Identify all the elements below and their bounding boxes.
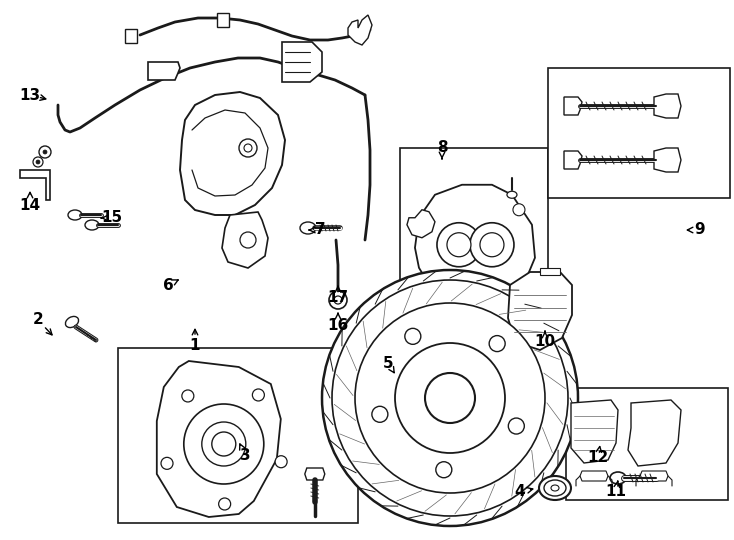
Text: 9: 9 [694, 222, 705, 238]
Text: 16: 16 [327, 318, 349, 333]
Circle shape [244, 144, 252, 152]
Text: 2: 2 [32, 313, 43, 327]
Bar [548, 68, 730, 198]
Circle shape [395, 343, 505, 453]
Polygon shape [157, 361, 281, 517]
Circle shape [480, 233, 504, 256]
Text: 3: 3 [240, 448, 250, 462]
Text: 13: 13 [19, 87, 40, 103]
Text: 8: 8 [437, 140, 447, 156]
Polygon shape [640, 471, 668, 481]
Circle shape [202, 422, 246, 466]
Circle shape [239, 139, 257, 157]
Polygon shape [282, 42, 322, 82]
Circle shape [372, 406, 388, 422]
Ellipse shape [65, 316, 79, 328]
Circle shape [43, 150, 47, 154]
Ellipse shape [507, 191, 517, 198]
Circle shape [513, 204, 525, 216]
Polygon shape [20, 170, 50, 200]
Text: 17: 17 [327, 291, 349, 306]
Polygon shape [654, 148, 681, 172]
Polygon shape [564, 97, 582, 115]
Bar [566, 388, 728, 500]
Ellipse shape [68, 210, 82, 220]
Polygon shape [571, 400, 618, 463]
Circle shape [36, 160, 40, 164]
Circle shape [509, 418, 524, 434]
Circle shape [240, 232, 256, 248]
Polygon shape [222, 212, 268, 268]
Circle shape [405, 328, 421, 345]
Bar [125, 29, 137, 43]
Text: 12: 12 [587, 450, 608, 465]
Polygon shape [540, 268, 560, 275]
Polygon shape [407, 210, 435, 238]
Text: 1: 1 [190, 338, 200, 353]
Ellipse shape [300, 222, 316, 234]
Text: 5: 5 [382, 355, 393, 370]
Circle shape [425, 373, 475, 423]
Circle shape [332, 280, 568, 516]
Circle shape [184, 404, 264, 484]
Polygon shape [564, 151, 582, 169]
Ellipse shape [551, 485, 559, 491]
Circle shape [470, 223, 514, 267]
Circle shape [437, 223, 481, 267]
Text: 7: 7 [315, 222, 325, 238]
Polygon shape [180, 92, 285, 215]
Ellipse shape [610, 472, 626, 484]
Circle shape [219, 498, 230, 510]
Circle shape [447, 233, 471, 256]
Circle shape [275, 456, 287, 468]
Polygon shape [508, 272, 572, 350]
Text: 10: 10 [534, 334, 556, 349]
Polygon shape [415, 185, 535, 298]
Ellipse shape [85, 220, 99, 230]
Circle shape [182, 390, 194, 402]
Circle shape [33, 157, 43, 167]
Text: 15: 15 [101, 211, 123, 226]
Text: 6: 6 [163, 278, 173, 293]
Circle shape [322, 270, 578, 526]
Circle shape [355, 303, 545, 493]
Circle shape [334, 296, 342, 304]
Circle shape [161, 457, 173, 469]
Circle shape [329, 291, 347, 309]
Bar [217, 13, 229, 27]
Text: 11: 11 [606, 484, 627, 500]
Polygon shape [148, 62, 180, 80]
Ellipse shape [544, 480, 566, 496]
Polygon shape [348, 15, 372, 45]
Polygon shape [628, 400, 681, 466]
Text: 14: 14 [19, 198, 40, 213]
Ellipse shape [539, 476, 571, 500]
Circle shape [39, 146, 51, 158]
Circle shape [489, 335, 505, 352]
Polygon shape [654, 94, 681, 118]
Bar [118, 348, 358, 523]
Circle shape [212, 432, 236, 456]
Circle shape [436, 462, 452, 478]
Polygon shape [305, 468, 325, 480]
Text: 4: 4 [515, 484, 526, 500]
Polygon shape [580, 471, 608, 481]
Circle shape [252, 389, 264, 401]
Bar [400, 148, 548, 296]
